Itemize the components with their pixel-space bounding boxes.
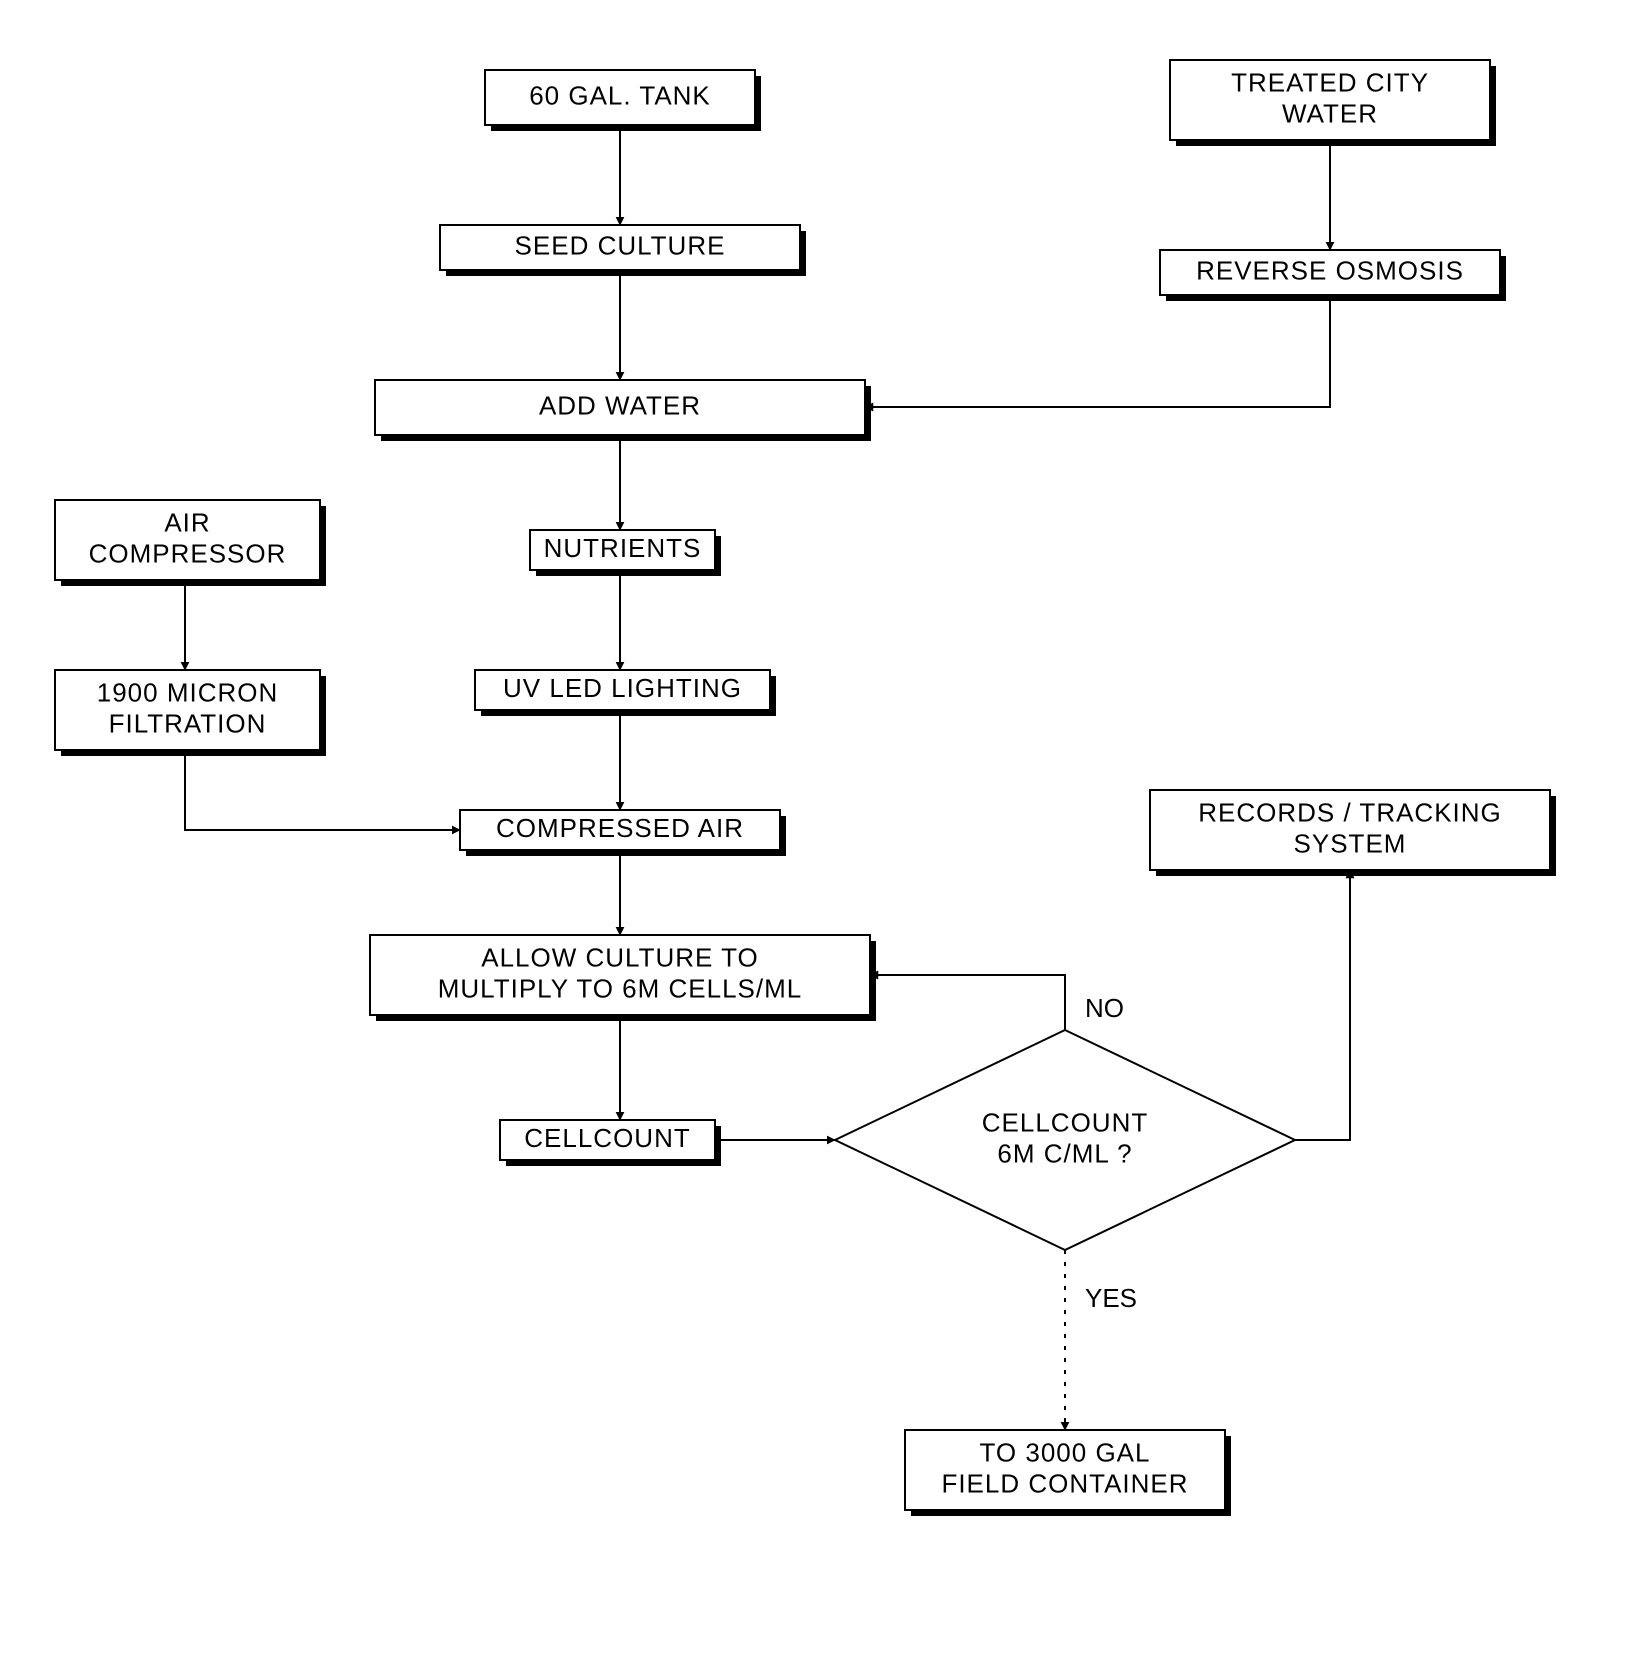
- node-field-label: FIELD CONTAINER: [941, 1468, 1188, 1498]
- node-tank-label: 60 GAL. TANK: [529, 80, 711, 110]
- node-nutrients-label: NUTRIENTS: [544, 533, 702, 563]
- node-allow-label: MULTIPLY TO 6M CELLS/ML: [438, 973, 803, 1003]
- node-uvled-label: UV LED LIGHTING: [503, 673, 742, 703]
- node-aircomp-label: COMPRESSOR: [89, 538, 287, 568]
- node-city-label: WATER: [1282, 98, 1378, 128]
- edge-10: [185, 750, 460, 830]
- node-decision-label: 6M C/ML ?: [997, 1138, 1132, 1168]
- edge-label-1: YES: [1085, 1283, 1137, 1313]
- node-records-label: RECORDS / TRACKING: [1198, 797, 1502, 827]
- edge-12: [870, 975, 1065, 1030]
- node-ro-label: REVERSE OSMOSIS: [1196, 255, 1464, 285]
- node-field-label: TO 3000 GAL: [980, 1437, 1151, 1467]
- node-decision-label: CELLCOUNT: [982, 1107, 1148, 1137]
- node-aircomp-label: AIR: [164, 507, 210, 537]
- node-filt-label: 1900 MICRON: [97, 677, 279, 707]
- node-records-label: SYSTEM: [1294, 828, 1407, 858]
- edge-label-0: NO: [1085, 993, 1124, 1023]
- node-allow-label: ALLOW CULTURE TO: [481, 942, 759, 972]
- node-filt-label: FILTRATION: [109, 708, 267, 738]
- node-city-label: TREATED CITY: [1231, 67, 1429, 97]
- node-addwater-label: ADD WATER: [539, 390, 701, 420]
- node-compair-label: COMPRESSED AIR: [496, 813, 744, 843]
- edge-8: [865, 295, 1330, 407]
- node-seed-label: SEED CULTURE: [515, 230, 726, 260]
- node-cellcount-label: CELLCOUNT: [524, 1123, 690, 1153]
- edge-13: [1295, 870, 1350, 1140]
